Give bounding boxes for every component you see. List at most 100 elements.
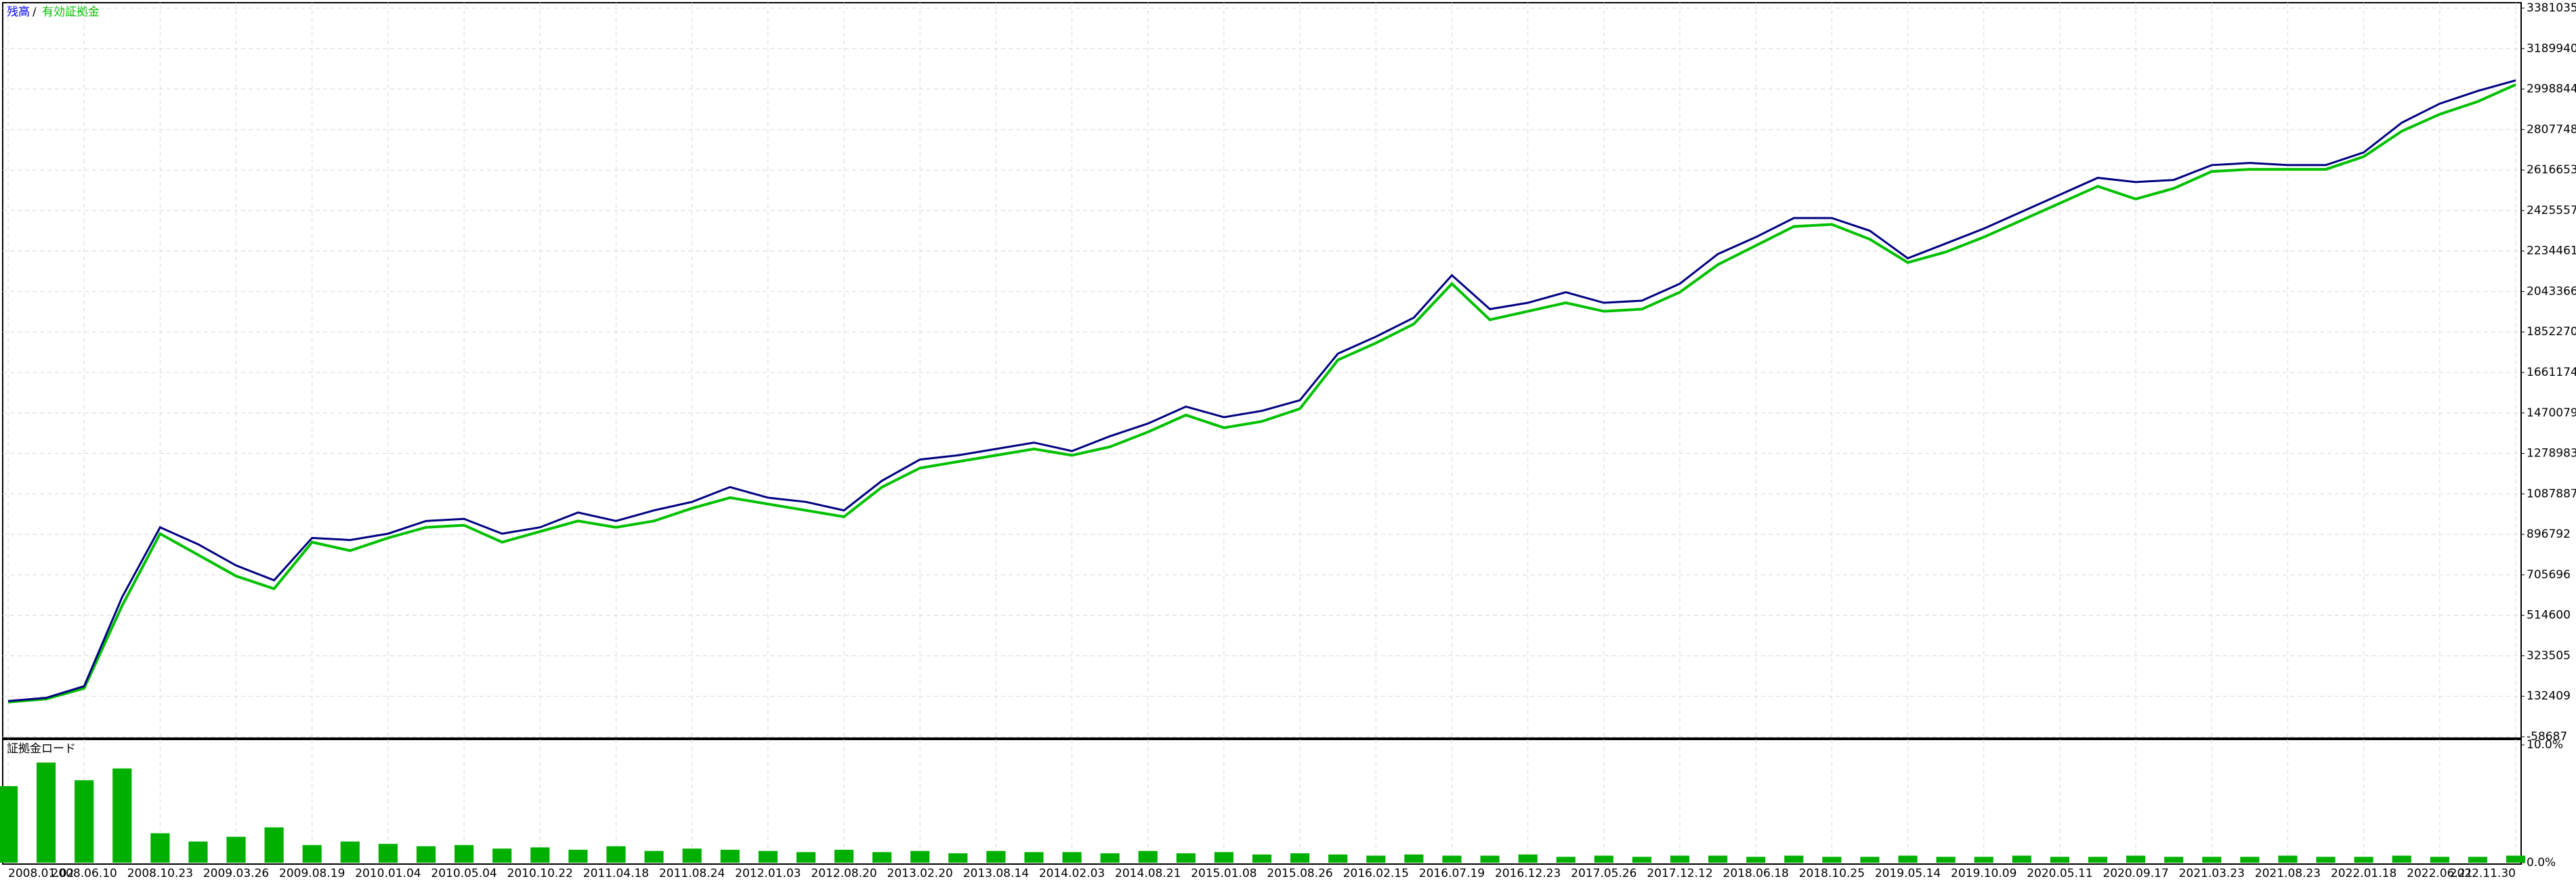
bar <box>530 847 550 863</box>
bar <box>1898 855 1918 863</box>
legend-equity: 有効証拠金 <box>42 5 100 19</box>
bar <box>1062 852 1082 863</box>
x-tick-label: 2012.08.20 <box>811 867 877 880</box>
bar <box>2012 855 2031 863</box>
bar <box>606 846 626 863</box>
x-tick-label: 2015.08.26 <box>1267 867 1332 880</box>
bar <box>1214 852 1233 863</box>
bar <box>1746 857 1766 863</box>
y-tick-label: 323505 <box>2527 649 2571 662</box>
y-tick-label: 3189940 <box>2527 42 2576 56</box>
x-tick-label: 2022.11.30 <box>2450 867 2516 880</box>
bar <box>2164 857 2184 863</box>
bottom-title: 証拠金ロード <box>7 742 76 756</box>
y-tick-label: 2425557 <box>2527 204 2576 217</box>
y-tick-label: 10.0% <box>2527 738 2563 752</box>
bar <box>1138 851 1158 863</box>
x-tick-label: 2012.01.03 <box>735 867 801 880</box>
x-tick-label: 2008.10.23 <box>127 867 193 880</box>
bar <box>1404 854 1424 863</box>
y-tick-label: 2998844 <box>2527 83 2576 96</box>
bar <box>0 786 18 863</box>
x-tick-label: 2011.08.24 <box>659 867 725 880</box>
x-tick-label: 2010.05.04 <box>431 867 497 880</box>
bar <box>568 849 588 863</box>
bar <box>2126 855 2146 863</box>
bar <box>75 780 94 863</box>
y-tick-label: 2043366 <box>2527 284 2576 298</box>
x-tick-label: 2020.09.17 <box>2103 867 2168 880</box>
y-tick-label: 1661174 <box>2527 366 2576 379</box>
bar <box>758 851 778 863</box>
y-tick-label: 1470079 <box>2527 406 2576 420</box>
bar <box>986 851 1006 863</box>
x-tick-label: 2013.02.20 <box>887 867 953 880</box>
y-tick-label: 2807748 <box>2527 123 2576 136</box>
bar <box>682 848 702 863</box>
y-tick-label: 132409 <box>2527 689 2571 703</box>
bar <box>720 849 740 863</box>
bar <box>2354 857 2373 863</box>
bar <box>1860 857 1880 863</box>
x-tick-label: 2022.06.21 <box>2407 867 2472 880</box>
x-tick-label: 2019.10.09 <box>1951 867 2017 880</box>
bar <box>2088 857 2108 863</box>
y-tick-label: 0.0% <box>2527 856 2556 869</box>
x-tick-label: 2015.01.08 <box>1191 867 1257 880</box>
x-tick-label: 2010.01.04 <box>355 867 421 880</box>
bar <box>948 853 968 863</box>
legend-balance: 残高 <box>7 5 30 19</box>
bar <box>796 852 816 863</box>
x-tick-label: 2014.08.21 <box>1115 867 1181 880</box>
y-tick-label: 705696 <box>2527 568 2571 582</box>
y-tick-label: 1278983 <box>2527 447 2576 460</box>
x-tick-label: 2017.05.26 <box>1571 867 1637 880</box>
bar <box>2392 855 2411 863</box>
bar <box>2430 857 2449 863</box>
x-tick-label: 2009.08.19 <box>279 867 345 880</box>
x-tick-label: 2019.05.14 <box>1875 867 1941 880</box>
bar <box>910 851 930 863</box>
bar <box>1784 855 1804 863</box>
series-line <box>7 83 2516 704</box>
x-tick-label: 2016.12.23 <box>1495 867 1561 880</box>
bar <box>1366 855 1386 863</box>
bar <box>1936 857 1956 863</box>
top-frame <box>2 2 2522 739</box>
bar <box>644 851 664 863</box>
x-tick-label: 2016.07.19 <box>1419 867 1485 880</box>
bar <box>1556 857 1576 863</box>
x-tick-label: 2011.04.18 <box>583 867 649 880</box>
bar <box>302 844 322 863</box>
bar <box>1670 855 1690 863</box>
x-tick-label: 2008.01.02 <box>8 867 74 880</box>
y-tick-label: 896792 <box>2527 528 2571 541</box>
bar <box>340 841 360 863</box>
x-tick-label: 2021.03.23 <box>2179 867 2245 880</box>
y-tick-label: 2234461 <box>2527 244 2576 258</box>
bar <box>1632 857 1651 863</box>
bar <box>37 762 56 863</box>
y-tick-label: 1852270 <box>2527 325 2576 339</box>
bar <box>188 841 208 863</box>
bar <box>1024 852 1044 863</box>
x-tick-label: 2018.06.18 <box>1723 867 1789 880</box>
x-tick-label: 2013.08.14 <box>963 867 1029 880</box>
bar <box>2468 857 2487 863</box>
bar <box>2506 855 2526 863</box>
x-tick-label: 2010.10.22 <box>507 867 573 880</box>
bar <box>1974 857 1993 863</box>
bar <box>1252 854 1272 863</box>
x-tick-label: 2017.12.12 <box>1647 867 1712 880</box>
bar <box>2050 857 2069 863</box>
y-tick-label: 3381035 <box>2527 1 2576 15</box>
bar <box>1822 857 1842 863</box>
bar <box>2240 857 2260 863</box>
bar <box>112 768 132 863</box>
bar <box>1708 855 1728 863</box>
bar <box>1100 853 1120 863</box>
bar <box>2202 857 2222 863</box>
bar <box>2316 857 2336 863</box>
bar <box>1442 855 1462 863</box>
